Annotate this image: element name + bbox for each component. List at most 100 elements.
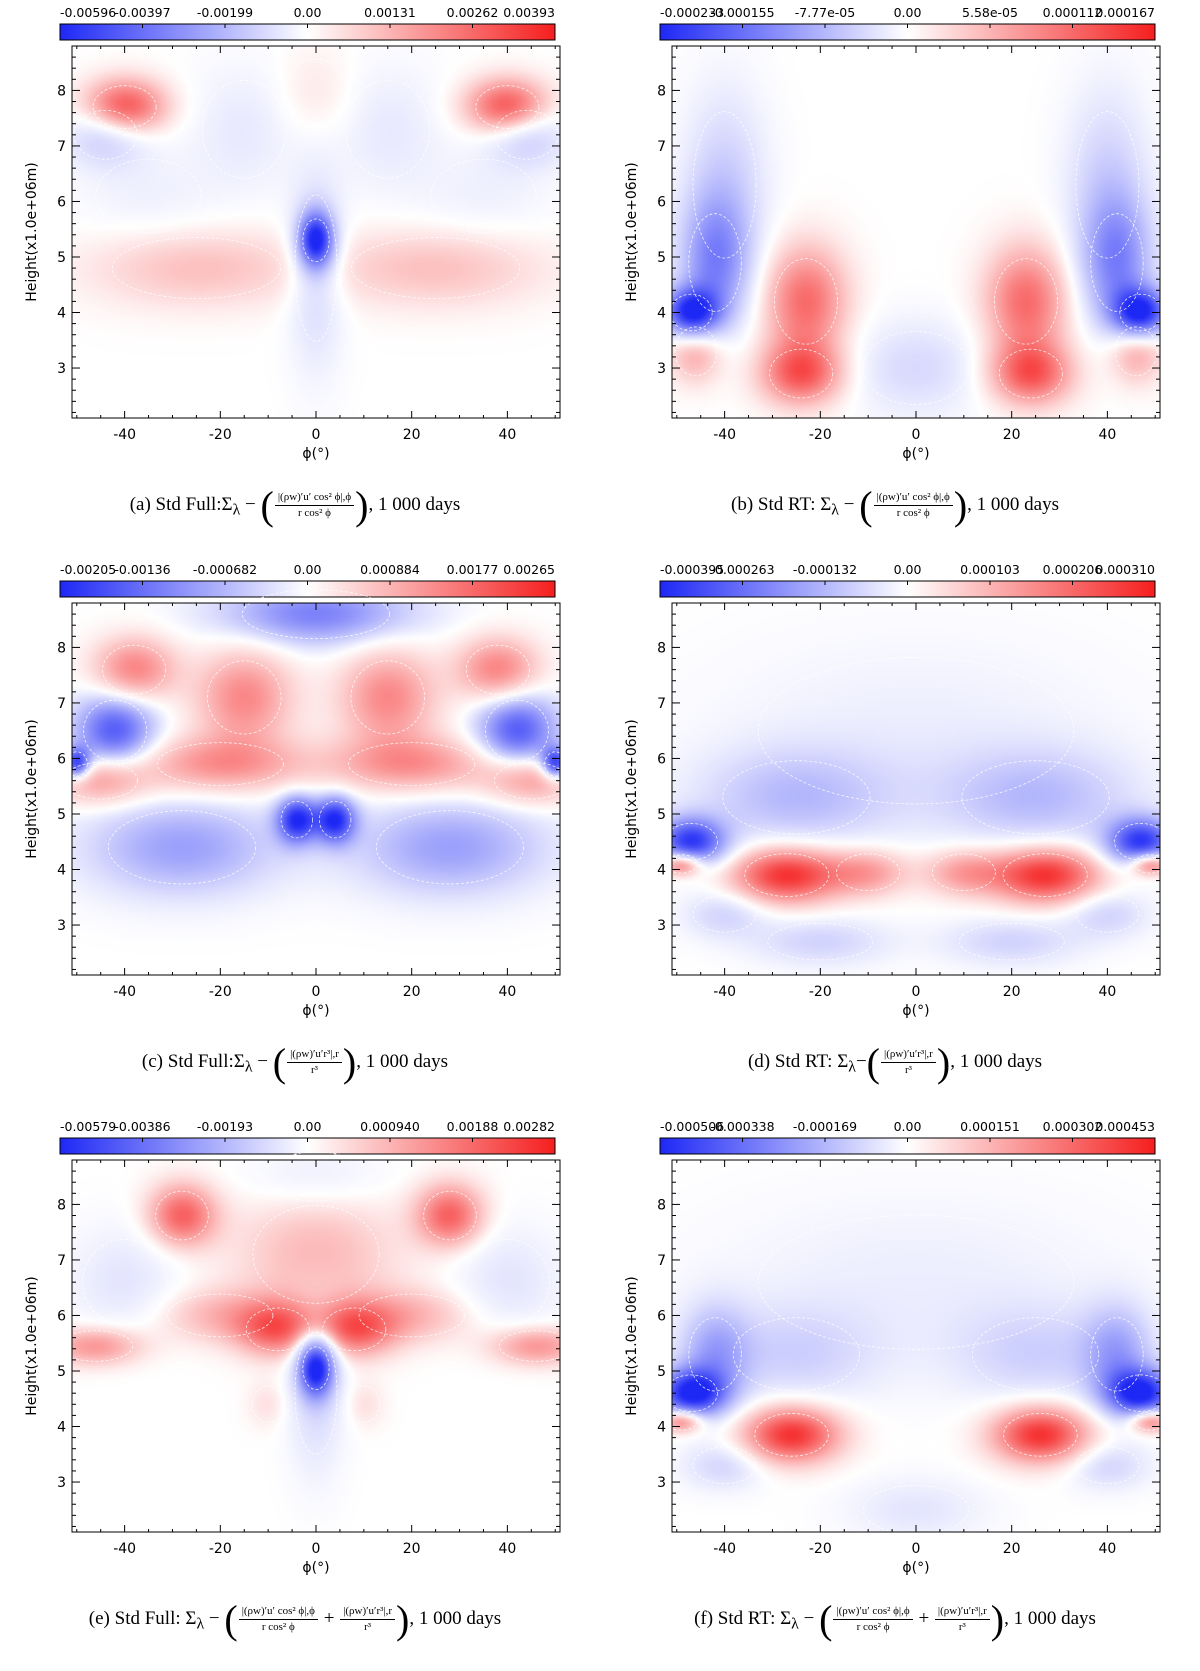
contour-e [358, 1293, 465, 1338]
caption-fraction-2-numerator: |(ρw)′u′r³|,r [340, 1604, 396, 1620]
caption-subscript: λ [848, 1058, 856, 1076]
contour-c [102, 644, 167, 695]
caption-minus: − [204, 1607, 225, 1629]
chart-f: -0.000506-0.000338 -0.000169 0.00 0.000151 0… [624, 1119, 1168, 1576]
contour-e [498, 1330, 574, 1362]
caption-c: (c) Std Full:Σλ − (|(ρw)′u′r³|,r r³), 1 0… [0, 1039, 590, 1086]
contour-d [722, 760, 871, 835]
caption-prefix: (c) Std Full:Σ [141, 1050, 245, 1072]
caption-suffix: , 1 000 days [1004, 1607, 1096, 1629]
panel-d: -0.000395 -0.000263 -0.000132 0.00 0.000103 0… [600, 557, 1190, 1114]
y-tick-label: 4 [57, 863, 66, 879]
contour-a [475, 85, 540, 129]
colorbar-tick-label: -0.000233 [660, 5, 724, 20]
contour-b [998, 348, 1063, 399]
panel-f: -0.000506 -0.000338 -0.000169 0.00 0.000151 0… [600, 1114, 1190, 1671]
contour-b [674, 326, 718, 377]
caption-suffix: , 1 000 days [967, 493, 1059, 515]
x-tick-label: -40 [713, 427, 736, 443]
caption-fraction-2: |(ρw)′u′r³|,r r³ [340, 1604, 396, 1635]
x-tick-label: 20 [403, 1541, 421, 1557]
colorbar-tick-label: 0.00 [294, 5, 322, 20]
x-tick-label: 40 [498, 984, 516, 1000]
colorbar-tick-label: 0.000151 [960, 1119, 1020, 1134]
contour-c [156, 742, 284, 786]
caption-d: (d) Std RT: Σλ−(|(ρw)′u′r³|,r r³), 1 000 … [600, 1039, 1190, 1086]
y-tick-label: 7 [657, 139, 666, 155]
heatmap-field [672, 46, 1160, 418]
caption-minus: − [838, 493, 860, 515]
y-tick-label: 7 [57, 696, 66, 712]
x-tick-label: -20 [809, 1541, 832, 1557]
x-tick-label: -40 [113, 984, 136, 1000]
caption-fraction-2-denominator: r³ [364, 1621, 372, 1633]
contour-a [345, 80, 431, 179]
caption-fraction-numerator: |(ρw)′u′ cos² ϕ|,ϕ [873, 490, 953, 506]
y-tick-label: 3 [57, 918, 66, 934]
y-tick-label: 3 [657, 361, 666, 377]
heatmap-field [72, 46, 560, 418]
contour-a [284, 58, 348, 134]
contour-e [302, 1346, 330, 1390]
chart-c: -0.00205-0.00136 -0.000682 0.00 0.000884 0.0… [24, 562, 569, 1019]
contour-c [348, 742, 476, 786]
y-tick-label: 8 [57, 640, 66, 656]
contour-e [262, 1151, 370, 1202]
y-tick-label: 7 [57, 139, 66, 155]
caption-fraction-denominator: r cos² ϕ [896, 507, 930, 519]
contour-e [245, 1307, 310, 1352]
contour-e [347, 1385, 381, 1424]
contour-b [688, 213, 742, 312]
x-tick-label: -20 [209, 427, 232, 443]
colorbar-tick-label: -0.000682 [193, 562, 257, 577]
x-tick-label: -20 [809, 984, 832, 1000]
caption-subscript: λ [791, 1615, 799, 1633]
caption-fraction-2: |(ρw)′u′r³|,r r³ [934, 1604, 990, 1635]
caption-fraction-denominator: r³ [311, 1064, 318, 1076]
y-tick-label: 3 [57, 1475, 66, 1491]
caption-fraction-2-numerator: |(ρw)′u′r³|,r [934, 1604, 990, 1620]
contour-c [65, 751, 88, 777]
colorbar-tick-label: 0.000453 [1095, 1119, 1155, 1134]
chart-b: -0.000233-0.000155 -7.77e-05 0.00 5.58e-05 0… [624, 5, 1163, 462]
colorbar-tick-label: -0.00193 [197, 1119, 253, 1134]
contour-e [251, 1385, 285, 1424]
y-axis-label: Height(x1.0e+06m) [624, 162, 640, 302]
x-axis-label: ϕ(°) [302, 1003, 329, 1019]
y-axis-label: Height(x1.0e+06m) [624, 719, 640, 859]
y-tick-label: 3 [657, 1475, 666, 1491]
caption-plus: + [913, 1607, 934, 1629]
contour-c [350, 660, 426, 735]
y-tick-label: 4 [57, 1420, 66, 1436]
caption-fraction: |(ρw)′u′ cos² ϕ|,ϕ r cos² ϕ [274, 490, 355, 521]
contour-c [465, 644, 530, 695]
close-paren: ) [990, 1597, 1005, 1642]
close-paren: ) [396, 1597, 410, 1642]
colorbar-tick-label: 0.00177 [447, 562, 499, 577]
contour-e [252, 1205, 380, 1304]
colorbar-tick-label: 0.00188 [447, 1119, 499, 1134]
colorbar-tick-label: 0.000310 [1095, 562, 1155, 577]
contour-b [769, 348, 834, 399]
contour-d [664, 823, 718, 861]
y-axis-label: Height(x1.0e+06m) [624, 1276, 640, 1416]
x-tick-label: 20 [1003, 1541, 1021, 1557]
x-tick-label: -40 [713, 984, 736, 1000]
x-tick-label: -20 [809, 427, 832, 443]
open-paren: ( [866, 1040, 880, 1085]
colorbar-tick-label: 0.00282 [503, 1119, 555, 1134]
heatmap-field [672, 603, 1160, 975]
caption-fraction: |(ρw)′u′ cos² ϕ|,ϕ r cos² ϕ [238, 1604, 318, 1635]
contour-b [1075, 111, 1140, 259]
contour-b [994, 258, 1059, 345]
y-tick-label: 5 [57, 807, 66, 823]
caption-subscript: λ [196, 1615, 205, 1633]
y-tick-label: 5 [657, 1364, 666, 1380]
x-axis-label: ϕ(°) [902, 446, 929, 462]
y-tick-label: 8 [57, 83, 66, 99]
colorbar-tick-label: -0.000155 [710, 5, 774, 20]
close-paren: ) [936, 1040, 951, 1085]
contour-f [757, 1214, 1075, 1350]
contour-c [318, 800, 352, 839]
contour-d [1075, 895, 1140, 933]
